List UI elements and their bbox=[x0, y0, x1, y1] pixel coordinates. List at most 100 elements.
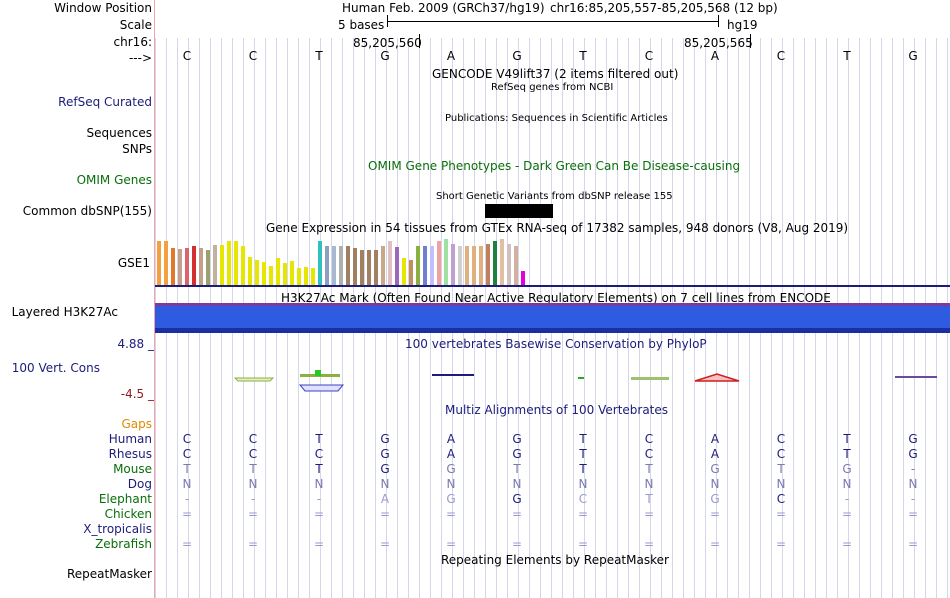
gtex-tissue-bar[interactable] bbox=[297, 268, 301, 285]
gtex-tissue-bar[interactable] bbox=[192, 246, 196, 285]
gtex-tissue-bar[interactable] bbox=[234, 241, 238, 285]
gtex-tissue-bar[interactable] bbox=[486, 244, 490, 285]
gtex-tissue-bar[interactable] bbox=[395, 247, 399, 285]
omim-genes-label[interactable]: OMIM Genes bbox=[76, 173, 152, 187]
gtex-tissue-bar[interactable] bbox=[185, 248, 189, 285]
gtex-tissue-bar[interactable] bbox=[500, 239, 504, 285]
gtex-tissue-bar[interactable] bbox=[521, 271, 525, 285]
gtex-tissue-bar[interactable] bbox=[332, 246, 336, 285]
gtex-tissue-bar[interactable] bbox=[255, 260, 259, 285]
gtex-tissue-bar[interactable] bbox=[423, 246, 427, 285]
alignment-cell: - bbox=[844, 492, 850, 506]
gtex-tissue-bar[interactable] bbox=[339, 246, 343, 285]
browser-track-area[interactable]: Human Feb. 2009 (GRCh37/hg19) chr16:85,2… bbox=[155, 0, 950, 598]
base-letter: G bbox=[380, 49, 390, 63]
gtex-tissue-bar[interactable] bbox=[318, 241, 322, 285]
gencode-track-title[interactable]: GENCODE V49lift37 (2 items filtered out) bbox=[432, 67, 679, 81]
gtex-tissue-bar[interactable] bbox=[171, 248, 175, 285]
gtex-tissue-bar[interactable] bbox=[451, 244, 455, 285]
gtex-tissue-bar[interactable] bbox=[290, 261, 294, 285]
alignment-cell: = bbox=[313, 537, 325, 551]
gtex-tissue-bar[interactable] bbox=[262, 262, 266, 285]
gtex-tissue-bar[interactable] bbox=[164, 241, 168, 285]
gtex-expression-bars[interactable] bbox=[155, 237, 535, 285]
vert-cons-label[interactable]: 100 Vert. Cons bbox=[11, 361, 100, 375]
alignment-cell: N bbox=[644, 477, 654, 491]
gtex-tissue-bar[interactable] bbox=[311, 268, 315, 285]
base-letter: G bbox=[512, 49, 522, 63]
gtex-tissue-bar[interactable] bbox=[241, 246, 245, 285]
gtex-tissue-bar[interactable] bbox=[437, 241, 441, 285]
h3k27ac-track-title[interactable]: H3K27Ac Mark (Often Found Near Active Re… bbox=[281, 291, 831, 305]
gtex-tissue-bar[interactable] bbox=[325, 246, 329, 285]
gtex-tissue-bar[interactable] bbox=[514, 246, 518, 285]
repeatmasker-label[interactable]: RepeatMasker bbox=[66, 567, 152, 581]
common-dbsnp-label[interactable]: Common dbSNP(155) bbox=[22, 204, 152, 218]
gtex-tissue-bar[interactable] bbox=[388, 241, 392, 285]
gtex-tissue-bar[interactable] bbox=[465, 246, 469, 285]
species-x-tropicalis: X_tropicalis bbox=[83, 522, 152, 536]
species-chicken: Chicken bbox=[104, 507, 152, 521]
strand-arrow-label[interactable]: ---> bbox=[128, 51, 152, 65]
alignment-cell: G bbox=[908, 432, 918, 446]
alignment-cell: - bbox=[316, 492, 322, 506]
gtex-tissue-bar[interactable] bbox=[227, 241, 231, 285]
gtex-tissue-bar[interactable] bbox=[402, 258, 406, 285]
refseq-curated-label[interactable]: RefSeq Curated bbox=[58, 95, 152, 109]
coordinate-560-tick bbox=[419, 34, 420, 48]
alignment-cell: = bbox=[709, 537, 721, 551]
gtex-tissue-bar[interactable] bbox=[178, 249, 182, 285]
coordinate-565: 85,205,565 bbox=[684, 36, 753, 50]
gtex-tissue-bar[interactable] bbox=[304, 267, 308, 285]
phylop-track-title[interactable]: 100 vertebrates Basewise Conservation by… bbox=[405, 337, 707, 351]
gtex-tissue-bar[interactable] bbox=[416, 246, 420, 285]
gtex-tissue-bar[interactable] bbox=[409, 260, 413, 285]
multiz-track-title[interactable]: Multiz Alignments of 100 Vertebrates bbox=[445, 403, 669, 417]
h3k27ac-bottom-edge bbox=[155, 328, 950, 333]
dbsnp-track-title[interactable]: Short Genetic Variants from dbSNP releas… bbox=[436, 191, 673, 202]
gtex-tissue-bar[interactable] bbox=[507, 244, 511, 285]
gtex-tissue-bar[interactable] bbox=[381, 246, 385, 285]
omim-track-title[interactable]: OMIM Gene Phenotypes - Dark Green Can Be… bbox=[368, 159, 741, 173]
gtex-tissue-bar[interactable] bbox=[283, 263, 287, 285]
alignment-cell: C bbox=[248, 447, 258, 461]
refseq-track-title[interactable]: RefSeq genes from NCBI bbox=[491, 82, 614, 93]
gtex-tissue-bar[interactable] bbox=[353, 248, 357, 285]
alignment-cell: T bbox=[579, 462, 587, 476]
cons-max-value: 4.88 _ bbox=[117, 337, 154, 351]
h3k27ac-signal[interactable] bbox=[155, 306, 950, 328]
gtex-track-title[interactable]: Gene Expression in 54 tissues from GTEx … bbox=[266, 221, 849, 235]
track-labels-panel: Window Position Scale chr16: ---> RefSeq… bbox=[0, 0, 154, 598]
gtex-tissue-bar[interactable] bbox=[458, 246, 462, 285]
gtex-tissue-bar[interactable] bbox=[276, 258, 280, 285]
gtex-tissue-bar[interactable] bbox=[493, 241, 497, 285]
layered-h3k27ac-label[interactable]: Layered H3K27Ac bbox=[11, 305, 118, 319]
sequences-label[interactable]: Sequences bbox=[86, 126, 152, 140]
base-letter: C bbox=[182, 49, 192, 63]
gtex-tissue-bar[interactable] bbox=[220, 245, 224, 285]
dbsnp-variant-block[interactable] bbox=[485, 204, 553, 218]
repeatmasker-track-title[interactable]: Repeating Elements by RepeatMasker bbox=[441, 553, 669, 567]
gtex-tissue-bar[interactable] bbox=[157, 241, 161, 285]
phylop-signal[interactable] bbox=[155, 365, 950, 395]
snps-label[interactable]: SNPs bbox=[122, 142, 152, 156]
alignment-cell: T bbox=[315, 462, 323, 476]
gtex-tissue-bar[interactable] bbox=[444, 239, 448, 285]
gaps-label[interactable]: Gaps bbox=[121, 417, 152, 431]
gtex-tissue-bar[interactable] bbox=[269, 266, 273, 285]
alignment-cell: = bbox=[313, 507, 325, 521]
gtex-tissue-bar[interactable] bbox=[248, 257, 252, 285]
gtex-tissue-bar[interactable] bbox=[213, 245, 217, 285]
gtex-tissue-bar[interactable] bbox=[479, 246, 483, 285]
gse1-label[interactable]: GSE1 bbox=[117, 256, 150, 270]
publications-track-title[interactable]: Publications: Sequences in Scientific Ar… bbox=[445, 113, 668, 124]
gtex-tissue-bar[interactable] bbox=[472, 246, 476, 285]
gtex-tissue-bar[interactable] bbox=[199, 248, 203, 285]
gtex-tissue-bar[interactable] bbox=[346, 246, 350, 285]
gtex-tissue-bar[interactable] bbox=[430, 246, 434, 285]
gtex-tissue-bar[interactable] bbox=[206, 250, 210, 285]
gtex-tissue-bar[interactable] bbox=[360, 250, 364, 285]
gtex-tissue-bar[interactable] bbox=[374, 250, 378, 285]
gtex-tissue-bar[interactable] bbox=[367, 250, 371, 285]
alignment-cell: = bbox=[643, 537, 655, 551]
